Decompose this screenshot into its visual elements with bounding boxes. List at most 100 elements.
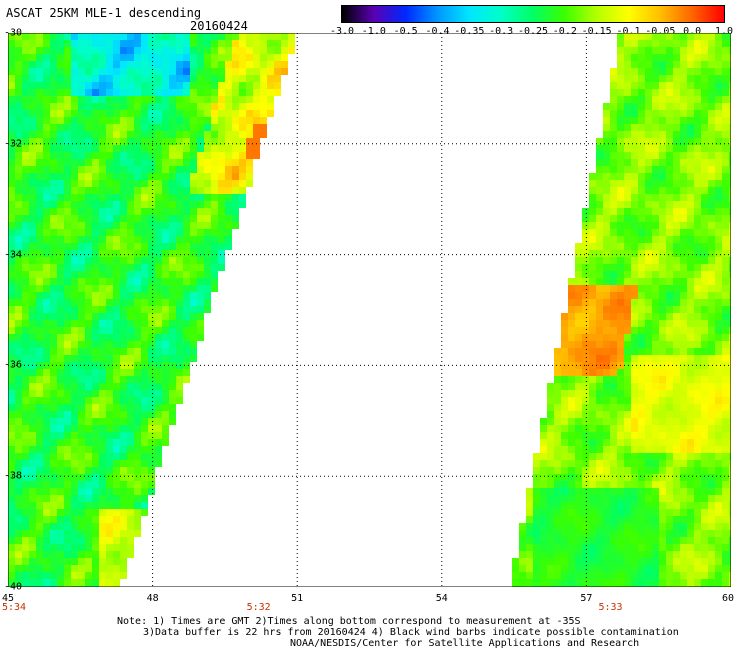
swath-cell bbox=[680, 166, 687, 173]
swath-cell bbox=[561, 488, 568, 495]
swath-cell bbox=[645, 579, 652, 586]
swath-cell bbox=[232, 159, 239, 166]
swath-cell bbox=[253, 68, 260, 75]
swath-cell bbox=[603, 355, 610, 362]
swath-cell bbox=[50, 537, 57, 544]
swath-cell bbox=[120, 180, 127, 187]
swath-cell bbox=[715, 208, 722, 215]
swath-cell bbox=[162, 159, 169, 166]
swath-cell bbox=[155, 159, 162, 166]
swath-cell bbox=[22, 75, 29, 82]
swath-cell bbox=[92, 383, 99, 390]
swath-cell bbox=[225, 145, 232, 152]
swath-cell bbox=[113, 82, 120, 89]
swath-cell bbox=[64, 565, 71, 572]
swath-cell bbox=[155, 145, 162, 152]
swath-cell bbox=[106, 341, 113, 348]
swath-cell bbox=[50, 565, 57, 572]
swath-cell bbox=[162, 236, 169, 243]
swath-cell bbox=[15, 418, 22, 425]
swath-cell bbox=[638, 397, 645, 404]
swath-cell bbox=[36, 327, 43, 334]
swath-cell bbox=[561, 446, 568, 453]
swath-cell bbox=[169, 418, 176, 425]
swath-cell bbox=[722, 334, 729, 341]
swath-cell bbox=[78, 103, 85, 110]
swath-cell bbox=[694, 243, 701, 250]
swath-cell bbox=[715, 264, 722, 271]
swath-cell bbox=[708, 208, 715, 215]
swath-cell bbox=[694, 229, 701, 236]
swath-cell bbox=[8, 117, 15, 124]
swath-cell bbox=[596, 432, 603, 439]
swath-cell bbox=[540, 439, 547, 446]
swath-cell bbox=[148, 124, 155, 131]
swath-cell bbox=[729, 75, 731, 82]
swath-cell bbox=[638, 383, 645, 390]
swath-cell bbox=[638, 306, 645, 313]
swath-cell bbox=[645, 278, 652, 285]
swath-cell bbox=[617, 299, 624, 306]
swath-cell bbox=[596, 306, 603, 313]
swath-cell bbox=[85, 173, 92, 180]
swath-cell bbox=[22, 376, 29, 383]
swath-cell bbox=[155, 208, 162, 215]
swath-cell bbox=[666, 54, 673, 61]
swath-cell bbox=[617, 208, 624, 215]
swath-cell bbox=[106, 397, 113, 404]
swath-cell bbox=[204, 61, 211, 68]
swath-cell bbox=[22, 537, 29, 544]
swath-cell bbox=[169, 124, 176, 131]
swath-cell bbox=[638, 495, 645, 502]
swath-cell bbox=[197, 229, 204, 236]
swath-cell bbox=[673, 425, 680, 432]
swath-cell bbox=[29, 82, 36, 89]
swath-cell bbox=[43, 229, 50, 236]
swath-cell bbox=[43, 411, 50, 418]
swath-cell bbox=[190, 348, 197, 355]
swath-cell bbox=[232, 33, 239, 40]
swath-cell bbox=[148, 383, 155, 390]
swath-cell bbox=[519, 544, 526, 551]
swath-cell bbox=[708, 47, 715, 54]
swath-cell bbox=[92, 68, 99, 75]
swath-cell bbox=[246, 131, 253, 138]
swath-cell bbox=[561, 551, 568, 558]
swath-cell bbox=[85, 397, 92, 404]
swath-cell bbox=[554, 418, 561, 425]
swath-cell bbox=[603, 474, 610, 481]
swath-cell bbox=[512, 558, 519, 565]
swath-cell bbox=[610, 418, 617, 425]
swath-cell bbox=[610, 271, 617, 278]
swath-cell bbox=[246, 103, 253, 110]
swath-cell bbox=[624, 243, 631, 250]
swath-cell bbox=[106, 68, 113, 75]
swath-cell bbox=[701, 348, 708, 355]
swath-cell bbox=[197, 334, 204, 341]
swath-cell bbox=[169, 110, 176, 117]
swath-cell bbox=[694, 439, 701, 446]
swath-cell bbox=[603, 523, 610, 530]
swath-cell bbox=[85, 334, 92, 341]
swath-cell bbox=[29, 383, 36, 390]
swath-cell bbox=[50, 467, 57, 474]
swath-cell bbox=[645, 68, 652, 75]
swath-cell bbox=[652, 446, 659, 453]
swath-cell bbox=[610, 180, 617, 187]
swath-cell bbox=[708, 334, 715, 341]
swath-cell bbox=[729, 355, 731, 362]
swath-cell bbox=[57, 215, 64, 222]
swath-cell bbox=[22, 257, 29, 264]
swath-cell bbox=[92, 243, 99, 250]
swath-cell bbox=[645, 33, 652, 40]
swath-cell bbox=[274, 75, 281, 82]
swath-cell bbox=[617, 320, 624, 327]
swath-cell bbox=[141, 404, 148, 411]
swath-cell bbox=[722, 446, 729, 453]
swath-cell bbox=[134, 208, 141, 215]
swath-cell bbox=[15, 579, 22, 586]
swath-cell bbox=[603, 334, 610, 341]
swath-cell bbox=[78, 397, 85, 404]
swath-cell bbox=[624, 180, 631, 187]
swath-cell bbox=[190, 327, 197, 334]
